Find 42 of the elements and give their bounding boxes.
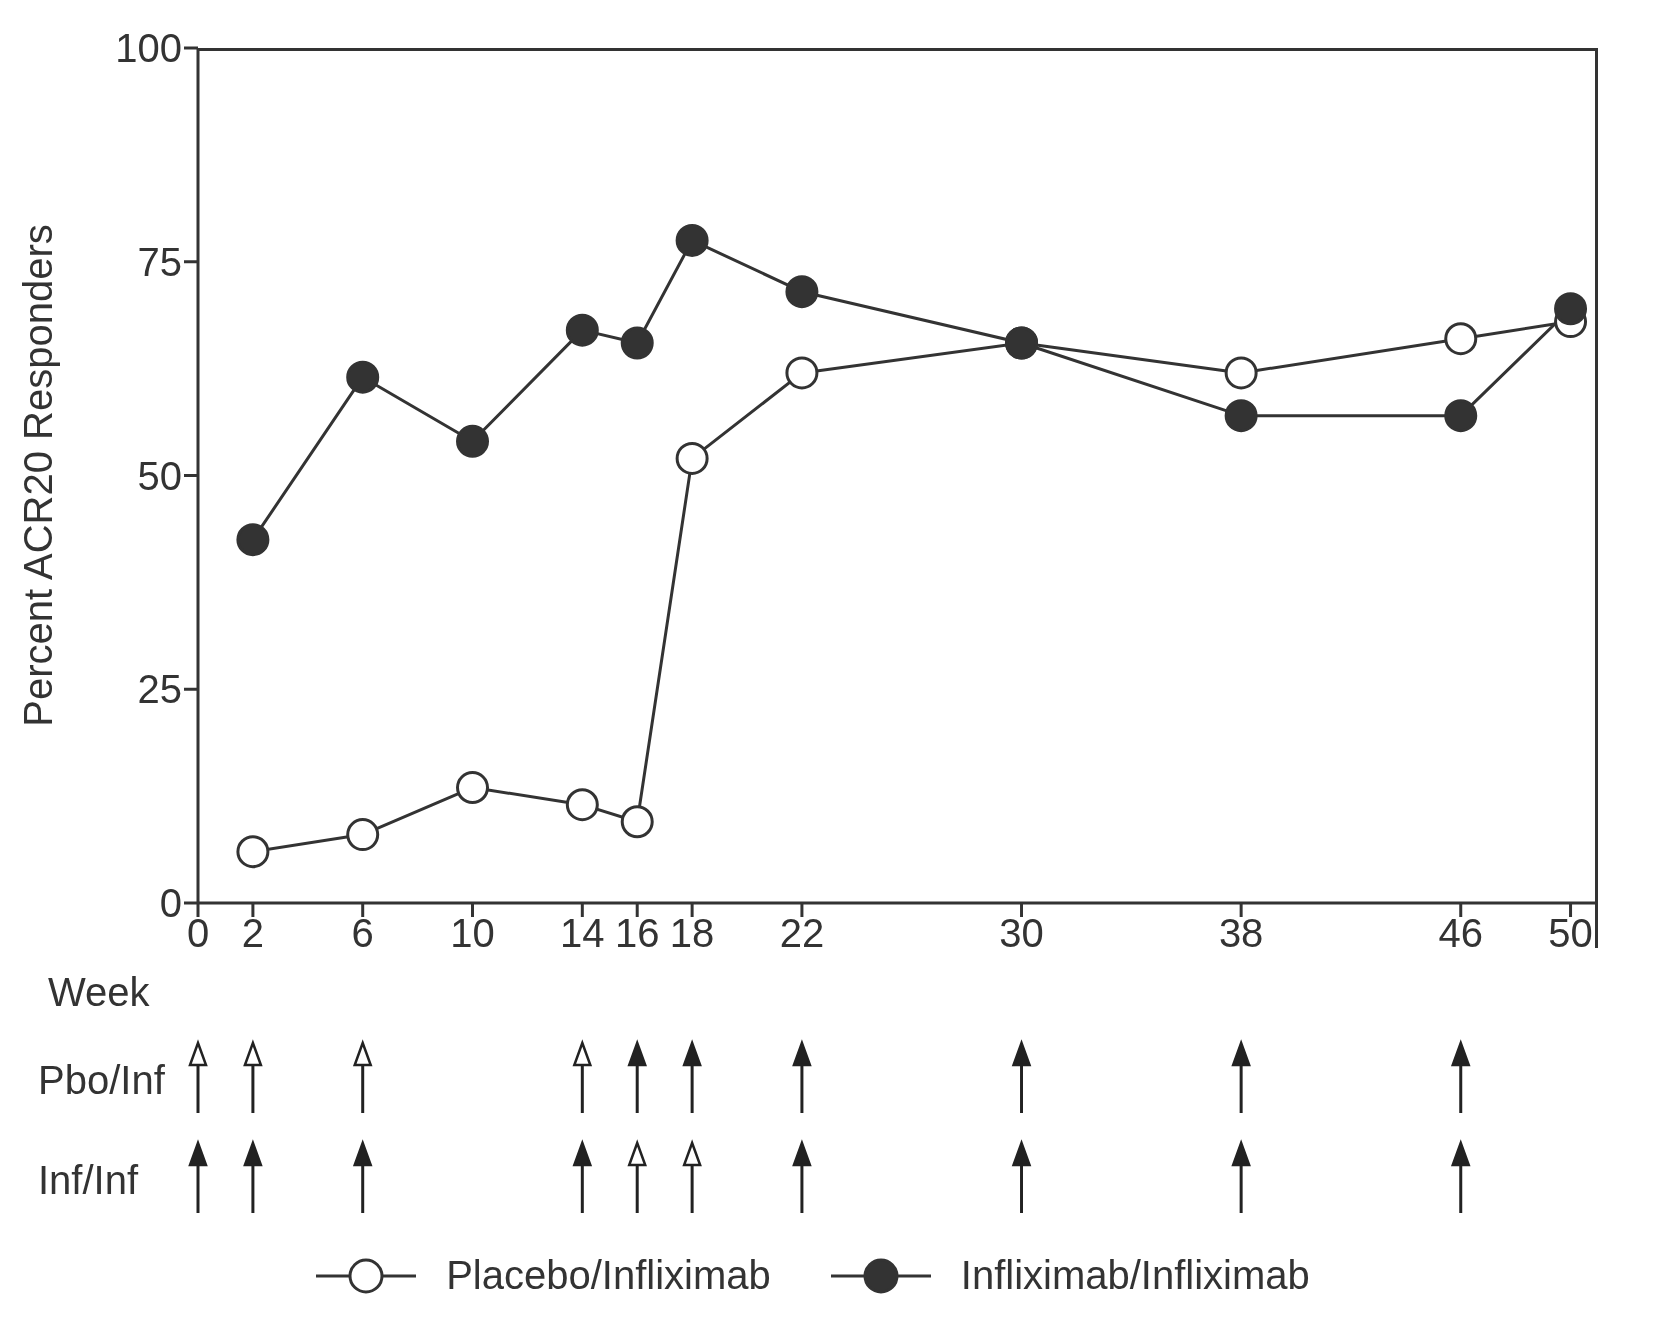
- x-tick-label: 50: [1548, 911, 1593, 956]
- x-tick-label: 0: [186, 911, 210, 956]
- point: [236, 835, 270, 869]
- point: [1554, 292, 1588, 326]
- x-tick-label: 30: [999, 911, 1044, 956]
- point: [675, 223, 709, 257]
- x-tick-label: 14: [560, 911, 605, 956]
- point: [675, 441, 709, 475]
- point: [346, 360, 380, 394]
- point: [1444, 322, 1478, 356]
- x-tick-label: 16: [614, 911, 660, 956]
- point: [565, 788, 599, 822]
- x-tick-label: 38: [1218, 911, 1264, 956]
- y-tick-label: 50: [137, 453, 182, 498]
- x-tick-label: 22: [779, 911, 825, 956]
- point: [456, 424, 490, 458]
- x-tick-label: 46: [1438, 911, 1483, 956]
- y-tick-label: 0: [159, 881, 182, 926]
- point: [620, 326, 654, 360]
- y-tick-label: 100: [115, 26, 182, 71]
- point: [565, 313, 599, 347]
- point: [456, 771, 490, 805]
- text: Inf/Inf: [38, 1158, 139, 1203]
- legend-label: Infliximab/Infliximab: [960, 1253, 1310, 1298]
- text: Pbo/Inf: [38, 1058, 165, 1103]
- y-tick-label: 75: [137, 239, 182, 284]
- x-tick-label: 10: [450, 911, 495, 956]
- point: [1224, 399, 1258, 433]
- point: [785, 275, 819, 309]
- legend-label: Placebo/Infliximab: [446, 1253, 771, 1298]
- point: [620, 805, 654, 839]
- x-axis-title: Week: [48, 970, 150, 1015]
- point: [785, 356, 819, 390]
- point: [1444, 399, 1478, 433]
- point: [236, 523, 270, 557]
- y-tick-label: 25: [137, 667, 182, 712]
- x-tick-label: 2: [241, 911, 265, 956]
- point: [346, 818, 380, 852]
- x-tick-label: 6: [351, 911, 374, 956]
- x-tick-label: 18: [669, 911, 715, 956]
- y-axis-title: Percent ACR20 Responders: [16, 224, 61, 727]
- point: [1224, 356, 1258, 390]
